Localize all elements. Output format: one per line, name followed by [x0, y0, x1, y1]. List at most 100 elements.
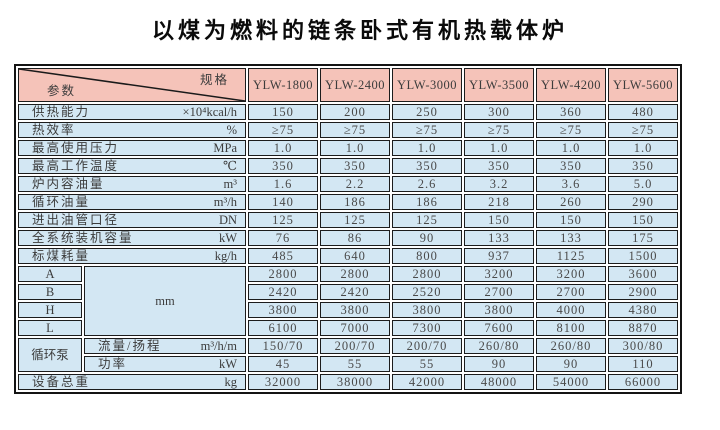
page-title: 以煤为燃料的链条卧式有机热载体炉: [151, 18, 568, 43]
value-cell: 260: [536, 194, 606, 210]
value-cell: 150: [536, 212, 606, 228]
value-cell: 2800: [392, 266, 462, 282]
value-cell: 2420: [248, 284, 318, 300]
value-cell: 2900: [608, 284, 678, 300]
spec-table: 规格 参数 YLW-1800 YLW-2400 YLW-3000 YLW-350…: [14, 64, 682, 394]
value-cell: 175: [608, 230, 678, 246]
param-unit: DN: [218, 213, 237, 227]
value-cell: 200/70: [320, 338, 390, 354]
param-name: 最高使用压力: [32, 141, 120, 155]
value-cell: 350: [392, 158, 462, 174]
value-cell: 66000: [608, 374, 678, 390]
value-cell: 1.0: [464, 140, 534, 156]
dimension-label: L: [18, 320, 82, 336]
value-cell: 2.2: [320, 176, 390, 192]
value-cell: 2700: [536, 284, 606, 300]
value-cell: 1.0: [608, 140, 678, 156]
value-cell: 640: [320, 248, 390, 264]
value-cell: 7300: [392, 320, 462, 336]
value-cell: ≥75: [464, 122, 534, 138]
spec-row-heat-capacity: 供热能力 ×10⁴kcal/h 150 200 250 300 360 480: [18, 104, 678, 120]
header-row: 规格 参数 YLW-1800 YLW-2400 YLW-3000 YLW-350…: [18, 68, 678, 102]
value-cell: 5.0: [608, 176, 678, 192]
param-cell: 标煤耗量 kg/h: [18, 248, 246, 264]
param-cell: 循环油量 m³/h: [18, 194, 246, 210]
value-cell: 1.0: [392, 140, 462, 156]
value-cell: 937: [464, 248, 534, 264]
value-cell: 1125: [536, 248, 606, 264]
param-unit: kg: [224, 375, 238, 389]
value-cell: 3600: [608, 266, 678, 282]
value-cell: 133: [536, 230, 606, 246]
param-unit: m³/h/m: [200, 339, 237, 353]
model-header: YLW-5600: [608, 68, 678, 102]
param-name: 最高工作温度: [32, 159, 120, 173]
value-cell: 350: [320, 158, 390, 174]
value-cell: 8100: [536, 320, 606, 336]
model-header: YLW-2400: [320, 68, 390, 102]
value-cell: 350: [536, 158, 606, 174]
value-cell: 186: [392, 194, 462, 210]
model-header: YLW-3500: [464, 68, 534, 102]
pump-label: 循环泵: [18, 338, 82, 372]
param-unit: m³/h: [213, 195, 237, 209]
value-cell: 200/70: [392, 338, 462, 354]
param-cell: 炉内容油量 m³: [18, 176, 246, 192]
param-cell: 热效率%: [18, 122, 246, 138]
dimension-label: B: [18, 284, 82, 300]
dimension-unit-cell: mm: [84, 266, 246, 336]
param-cell: 供热能力 ×10⁴kcal/h: [18, 104, 246, 120]
value-cell: 290: [608, 194, 678, 210]
dimension-row-l: L 6100 7000 7300 7600 8100 8870: [18, 320, 678, 336]
value-cell: 300: [464, 104, 534, 120]
value-cell: 4000: [536, 302, 606, 318]
value-cell: 2700: [464, 284, 534, 300]
corner-param-label: 参数: [47, 84, 77, 98]
value-cell: 3200: [464, 266, 534, 282]
value-cell: 38000: [320, 374, 390, 390]
value-cell: 150: [464, 212, 534, 228]
param-cell: 设备总重 kg: [18, 374, 246, 390]
model-header: YLW-1800: [248, 68, 318, 102]
value-cell: 350: [608, 158, 678, 174]
spec-row-furnace-oil-volume: 炉内容油量 m³ 1.6 2.2 2.6 3.2 3.6 5.0: [18, 176, 678, 192]
dimension-row-b: B 2420 2420 2520 2700 2700 2900: [18, 284, 678, 300]
value-cell: 7600: [464, 320, 534, 336]
spec-row-max-pressure: 最高使用压力 MPa 1.0 1.0 1.0 1.0 1.0 1.0: [18, 140, 678, 156]
value-cell: 90: [392, 230, 462, 246]
spec-row-coal-consumption: 标煤耗量 kg/h 485 640 800 937 1125 1500: [18, 248, 678, 264]
param-name: 循环油量: [32, 195, 91, 209]
param-cell: 流量/扬程 m³/h/m: [84, 338, 246, 354]
value-cell: 360: [536, 104, 606, 120]
value-cell: 1.0: [248, 140, 318, 156]
value-cell: 86: [320, 230, 390, 246]
value-cell: 3.6: [536, 176, 606, 192]
value-cell: 480: [608, 104, 678, 120]
value-cell: ≥75: [608, 122, 678, 138]
param-name: 功率: [98, 357, 128, 371]
param-name: 供热能力: [32, 105, 91, 119]
param-cell: 进出油管口径 DN: [18, 212, 246, 228]
value-cell: 2420: [320, 284, 390, 300]
dimension-row-h: H 3800 3800 3800 3800 4000 4380: [18, 302, 678, 318]
param-unit: kg/h: [214, 249, 237, 263]
value-cell: 2800: [248, 266, 318, 282]
value-cell: 55: [392, 356, 462, 372]
param-cell: 功率 kW: [84, 356, 246, 372]
value-cell: 90: [536, 356, 606, 372]
spec-row-max-temperature: 最高工作温度 ℃ 350 350 350 350 350 350: [18, 158, 678, 174]
param-unit: ×10⁴kcal/h: [182, 105, 237, 119]
value-cell: 4380: [608, 302, 678, 318]
value-cell: 218: [464, 194, 534, 210]
diagonal-line-icon: [19, 69, 245, 101]
value-cell: 260/80: [464, 338, 534, 354]
spec-row-installed-capacity: 全系统装机容量 kW 76 86 90 133 133 175: [18, 230, 678, 246]
value-cell: 110: [608, 356, 678, 372]
param-name: 热效率: [32, 123, 76, 137]
spec-row-thermal-efficiency: 热效率% ≥75 ≥75 ≥75 ≥75 ≥75 ≥75: [18, 122, 678, 138]
value-cell: 1500: [608, 248, 678, 264]
value-cell: 3800: [464, 302, 534, 318]
value-cell: 2520: [392, 284, 462, 300]
value-cell: 1.6: [248, 176, 318, 192]
model-header: YLW-4200: [536, 68, 606, 102]
